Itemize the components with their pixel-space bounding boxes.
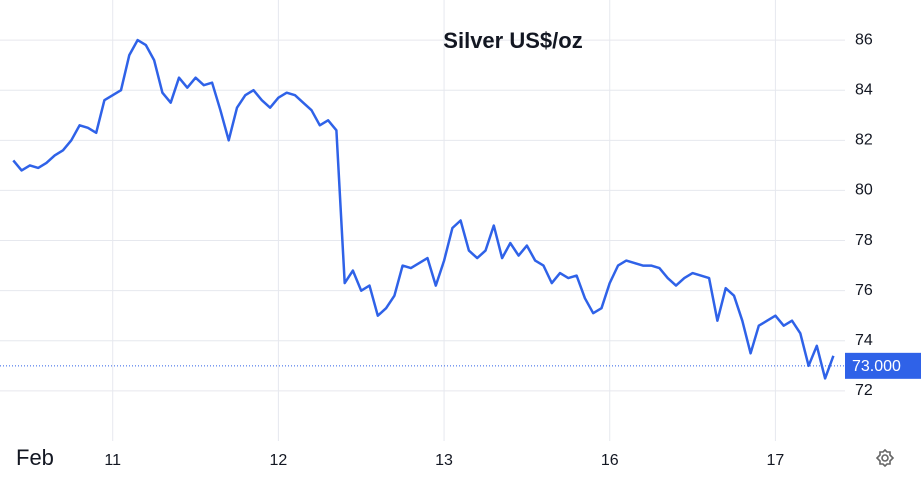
x-tick-label: 17 [767,452,785,469]
y-tick-label: 82 [855,132,873,149]
y-tick-label: 76 [855,282,873,299]
y-tick-label: 74 [855,332,873,349]
price-line [12,38,835,380]
x-tick-label: 12 [269,452,287,469]
month-label: Feb [16,445,54,470]
y-tick-label: 80 [855,182,873,199]
y-tick-label: 86 [855,31,873,48]
y-tick-label: 84 [855,81,873,98]
settings-icon[interactable] [875,448,895,468]
x-tick-label: 16 [601,452,619,469]
chart-title: Silver US$/oz [443,28,582,53]
last-price-label: 73.000 [852,358,901,375]
last-price-box [845,352,921,379]
y-tick-label: 72 [855,382,873,399]
y-tick-label: 78 [855,232,873,249]
x-tick-label: 11 [104,452,121,469]
x-tick-label: 13 [435,452,453,469]
